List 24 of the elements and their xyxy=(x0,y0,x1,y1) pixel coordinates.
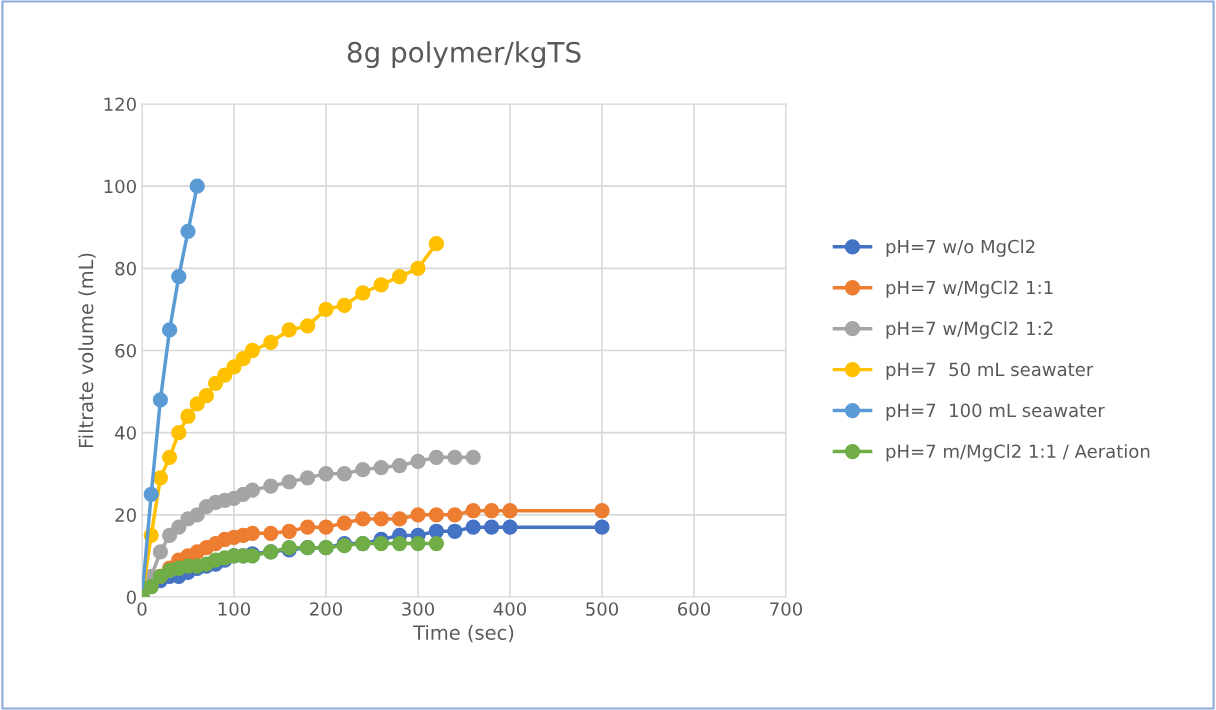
legend-label: pH=7 w/MgCl2 1:1 xyxy=(886,280,1053,298)
x-tick-label: 400 xyxy=(493,602,527,616)
x-tick-label: 0 xyxy=(137,602,147,616)
y-tick-label: 20 xyxy=(115,508,136,522)
legend-label: pH=7 m/MgCl2 1:1 / Aeration xyxy=(886,444,1150,462)
y-tick-label: 120 xyxy=(104,97,136,112)
legend-label: pH=7 w/o MgCl2 xyxy=(886,239,1035,257)
y-tick-label: 60 xyxy=(115,343,136,358)
y-tick-label: 0 xyxy=(126,590,136,605)
x-tick-label: 300 xyxy=(402,602,435,616)
legend-label: pH=7 50 mL seawater xyxy=(886,362,1094,380)
legend-label: pH=7 100 mL seawater xyxy=(886,403,1105,421)
y-axis-title: Filtrate volume (mL) xyxy=(78,253,96,448)
chart-title: 8g polymer/kgTS xyxy=(347,41,581,69)
x-tick-label: 600 xyxy=(678,602,711,616)
x-tick-label: 100 xyxy=(218,602,251,616)
x-axis-title: Time (sec) xyxy=(413,624,514,643)
y-tick-label: 100 xyxy=(104,179,136,194)
legend-label: pH=7 w/MgCl2 1:2 xyxy=(886,321,1053,339)
x-tick-label: 500 xyxy=(586,602,619,616)
x-tick-label: 700 xyxy=(770,602,803,616)
y-tick-label: 80 xyxy=(115,261,136,276)
y-tick-label: 40 xyxy=(115,426,136,440)
x-tick-label: 200 xyxy=(310,602,343,616)
